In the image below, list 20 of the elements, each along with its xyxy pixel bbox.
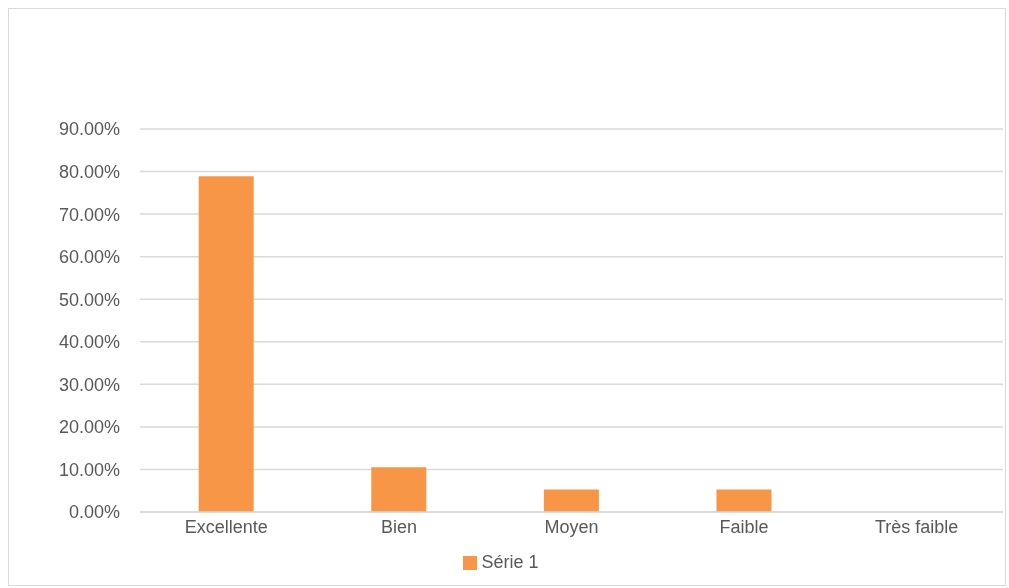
x-tick-label: Bien bbox=[380, 516, 417, 537]
y-tick-label: 10.00% bbox=[58, 459, 120, 480]
bar bbox=[198, 176, 254, 512]
x-tick-label: Moyen bbox=[544, 516, 599, 537]
y-tick-label: 40.00% bbox=[58, 332, 120, 353]
legend-label: Série 1 bbox=[481, 552, 539, 572]
y-tick-label: 90.00% bbox=[58, 119, 120, 140]
y-tick-label: 50.00% bbox=[58, 289, 120, 310]
y-tick-label: 30.00% bbox=[58, 374, 120, 395]
y-tick-label: 70.00% bbox=[58, 204, 120, 225]
x-tick-label: Faible bbox=[719, 516, 769, 537]
bar bbox=[371, 467, 427, 512]
y-tick-label: 20.00% bbox=[58, 417, 120, 438]
y-tick-label: 0.00% bbox=[68, 502, 120, 523]
bar bbox=[716, 489, 772, 512]
bar bbox=[543, 489, 599, 512]
x-tick-label: Très faible bbox=[875, 516, 959, 537]
y-tick-label: 60.00% bbox=[58, 247, 120, 268]
y-tick-label: 80.00% bbox=[58, 161, 120, 182]
x-tick-label: Excellente bbox=[184, 516, 268, 537]
